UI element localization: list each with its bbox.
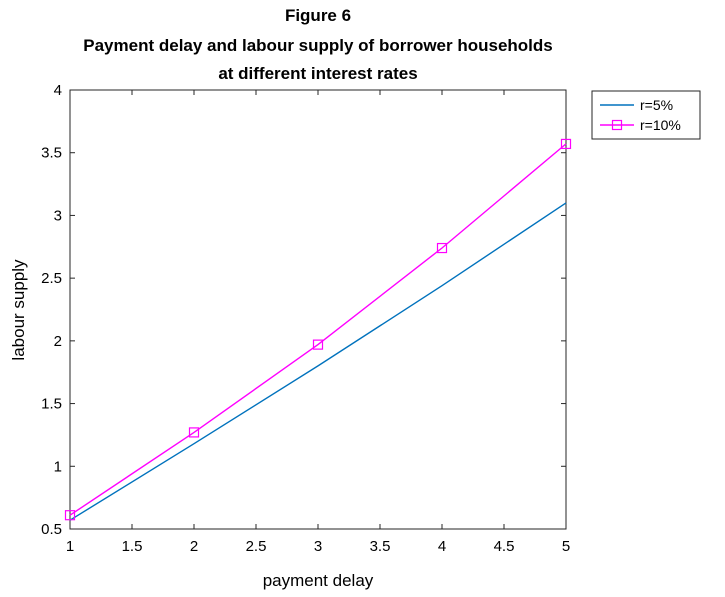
figure-title-line-2: Payment delay and labour supply of borro… [83, 36, 552, 55]
x-tick-label: 1.5 [122, 538, 143, 555]
y-tick-label: 2.5 [41, 270, 62, 287]
legend-box [591, 90, 701, 140]
data-point-marker [64, 510, 76, 521]
x-tick-label: 2.5 [246, 538, 267, 555]
data-point-marker [436, 242, 448, 254]
data-point-marker [312, 339, 324, 350]
y-tick-label: 1 [54, 458, 62, 475]
y-tick-label: 3 [54, 207, 62, 224]
y-tick-label: 0.5 [41, 521, 62, 538]
data-series [64, 138, 572, 521]
series-line-2 [69, 143, 567, 516]
axis-ticks: 1 1.5 2 2.5 3 3.5 4 4.5 50.511.522.533.54 [41, 82, 570, 555]
y-tick-label: 3.5 [41, 145, 62, 162]
y-axis-label: labour supply [9, 259, 28, 361]
legend-label-r10: r=10% [640, 117, 681, 133]
x-tick-label: 3.5 [370, 538, 391, 555]
x-tick-label: 1 [66, 538, 74, 555]
x-tick-label: 3 [314, 538, 322, 555]
y-tick-label: 2 [54, 333, 62, 350]
plot-area [69, 89, 567, 530]
x-axis-label: payment delay [263, 571, 374, 590]
series-line-1 [69, 202, 567, 521]
data-point-marker [188, 427, 200, 438]
x-tick-label: 4.5 [494, 538, 515, 555]
legend-label-r5: r=5% [640, 97, 673, 113]
y-tick-label: 1.5 [41, 396, 62, 413]
x-tick-label: 4 [438, 538, 446, 555]
x-tick-label: 5 [562, 538, 570, 555]
legend: r=5% r=10% [591, 90, 701, 140]
figure-title-line-3: at different interest rates [218, 64, 417, 83]
y-tick-label: 4 [54, 82, 62, 99]
figure-title-line-1: Figure 6 [285, 6, 351, 25]
data-point-marker [560, 138, 572, 150]
x-tick-label: 2 [190, 538, 198, 555]
legend-marker-r10 [611, 119, 623, 131]
